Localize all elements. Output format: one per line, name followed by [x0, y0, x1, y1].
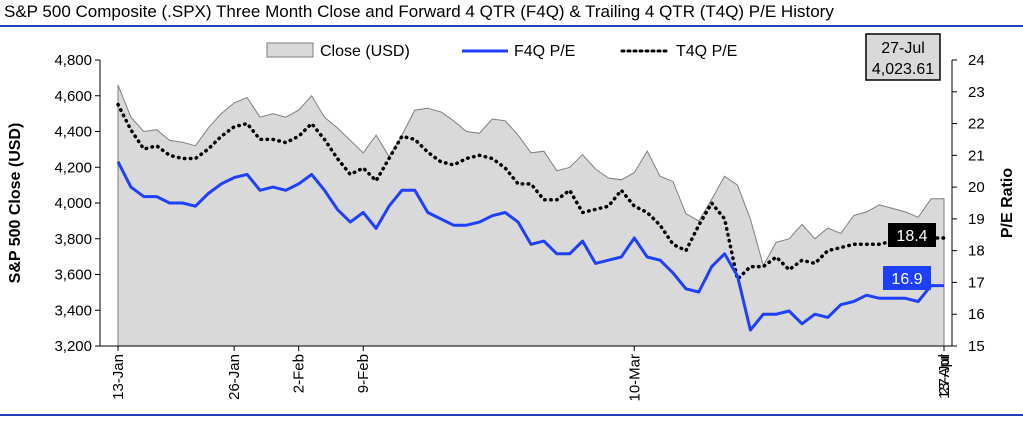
pe-lines-layer	[116, 102, 946, 332]
x-tick-label: 13-Jan	[110, 354, 127, 400]
y2-axis-title: P/E Ratio	[999, 168, 1016, 238]
x-tick-label: 26-Jan	[226, 354, 243, 400]
y-tick-label: 3,200	[54, 338, 92, 355]
t4q-last-value: 18.4	[896, 228, 927, 245]
y-tick-label: 4,800	[54, 52, 92, 69]
y-tick-label: 3,600	[54, 267, 92, 284]
legend: Close (USD) F4Q P/E T4Q P/E	[266, 42, 737, 60]
y-axis-title: S&P 500 Close (USD)	[7, 123, 24, 284]
last-close-value: 4,023.61	[872, 61, 934, 78]
axes-layer: 3,200 3,400 3,600 3,800 4,000 4,200 4,400 4,600…	[54, 52, 984, 402]
y2-tick-label: 23	[968, 84, 985, 101]
x-tick-label: 13-Apr	[936, 354, 953, 399]
legend-close-label: Close (USD)	[320, 43, 410, 60]
x-tick-label: 27-Jul	[936, 354, 953, 395]
last-date-label: 27-Jul	[881, 40, 925, 57]
x-tick-label: 9-Feb	[355, 354, 372, 393]
t4q-last-label: 18.4	[888, 223, 936, 247]
y-tick-label: 4,200	[54, 159, 92, 176]
y2-tick-label: 21	[968, 147, 985, 164]
chart-title: S&P 500 Composite (.SPX) Three Month Clo…	[4, 2, 834, 21]
y-tick-label: 3,400	[54, 302, 92, 319]
y2-tick-label: 20	[968, 179, 985, 196]
f4q-pe-line	[116, 161, 944, 332]
y2-tick-label: 22	[968, 116, 985, 133]
y2-tick-label: 19	[968, 211, 985, 228]
x-tick-label: 2-Feb	[291, 354, 308, 393]
f4q-last-value: 16.9	[891, 271, 922, 288]
last-close-box: 27-Jul 4,023.61	[865, 33, 941, 81]
close-area-series	[117, 84, 945, 347]
bottom-rule	[0, 414, 1023, 416]
y-tick-label: 4,400	[54, 124, 92, 141]
t4q-pe-line	[116, 102, 946, 283]
x-tick-label: 10-Mar	[626, 354, 643, 402]
y-tick-label: 4,600	[54, 88, 92, 105]
y2-tick-label: 15	[968, 338, 985, 355]
y-tick-label: 4,000	[54, 195, 92, 212]
y2-tick-label: 16	[968, 306, 985, 323]
legend-f4q-label: F4Q P/E	[514, 43, 575, 60]
legend-t4q-label: T4Q P/E	[676, 43, 737, 60]
y2-tick-label: 17	[968, 274, 985, 291]
legend-close-swatch	[266, 42, 314, 58]
f4q-last-label: 16.9	[883, 266, 931, 290]
y2-tick-label: 18	[968, 243, 985, 260]
top-rule	[0, 25, 1023, 27]
close-area-layer	[117, 84, 945, 347]
y2-tick-label: 24	[968, 52, 985, 69]
y-tick-label: 3,800	[54, 231, 92, 248]
